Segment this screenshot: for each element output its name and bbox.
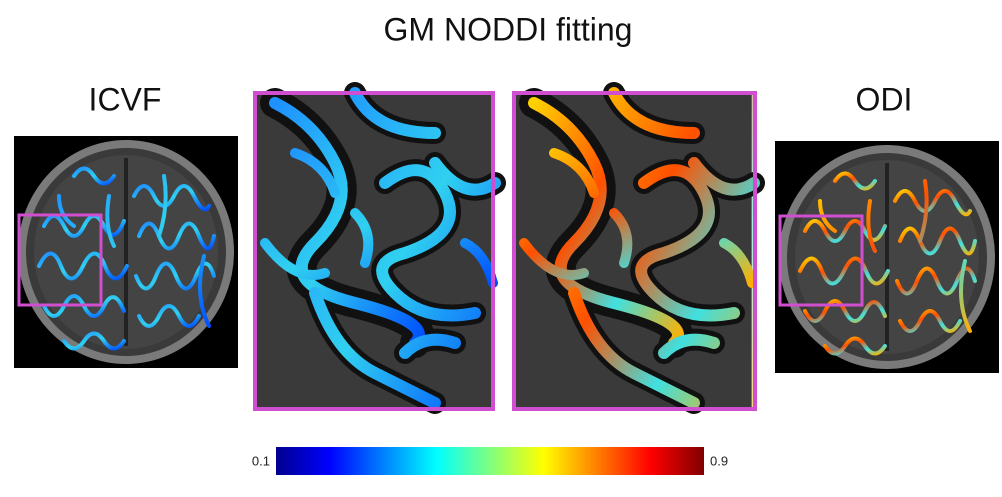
icvf-zoom xyxy=(255,93,495,409)
odi-zoom xyxy=(514,93,755,409)
colorbar-max: 0.9 xyxy=(710,453,728,468)
panel-label: ODI xyxy=(856,81,913,117)
panel-label: ICVF xyxy=(89,81,162,117)
odi-brain xyxy=(773,139,1001,375)
figure-title: GM NODDI fitting xyxy=(384,11,633,47)
colorbar-min: 0.1 xyxy=(252,453,270,468)
colorbar xyxy=(276,447,704,475)
icvf-brain xyxy=(12,134,240,370)
